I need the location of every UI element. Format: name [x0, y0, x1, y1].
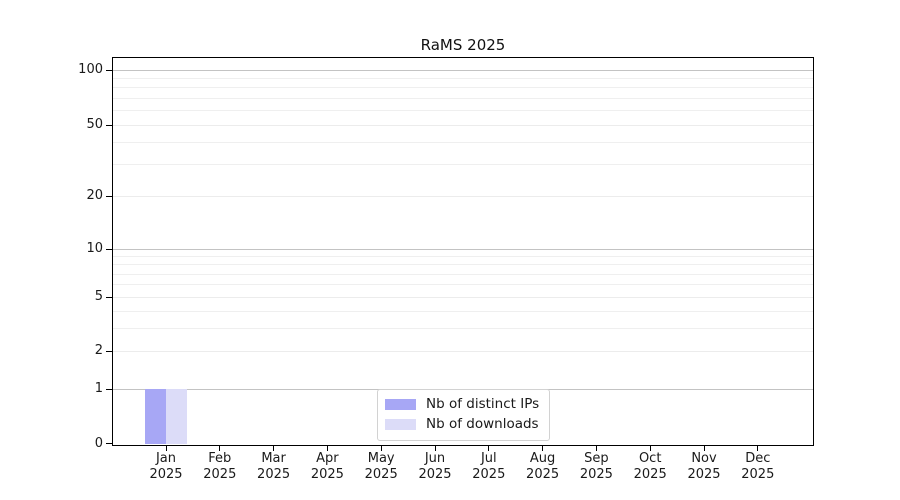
gridline-minor — [113, 77, 813, 79]
x-tick-7 — [488, 446, 490, 451]
y-tick-5 — [106, 296, 112, 298]
x-tick-9 — [595, 446, 597, 451]
gridline-minor — [113, 87, 813, 89]
legend-label: Nb of downloads — [426, 416, 539, 432]
gridline-minor — [113, 284, 813, 286]
y-tick-100 — [106, 69, 112, 71]
y-tick-label-20: 20 — [86, 188, 103, 203]
legend-swatch-icon — [385, 399, 416, 410]
gridline-major-10 — [113, 248, 813, 250]
plot-area: Nb of distinct IPs Nb of downloads — [112, 57, 814, 446]
x-tick-label-apr-2025: Apr 2025 — [310, 451, 344, 482]
x-tick-5 — [380, 446, 382, 451]
gridline-major-2 — [113, 350, 813, 352]
gridline-major-5 — [113, 296, 813, 298]
gridline-major-20 — [113, 195, 813, 197]
x-tick-label-mar-2025: Mar 2025 — [257, 451, 291, 482]
y-tick-label-0: 0 — [94, 435, 103, 451]
y-tick-20 — [106, 195, 112, 197]
x-tick-6 — [434, 446, 436, 451]
legend-item-nb-of-distinct-ips: Nb of distinct IPs — [385, 396, 539, 413]
y-tick-label-10: 10 — [86, 241, 103, 256]
x-tick-label-jul-2025: Jul 2025 — [472, 451, 506, 482]
x-tick-label-nov-2025: Nov 2025 — [687, 451, 721, 482]
legend: Nb of distinct IPs Nb of downloads — [377, 389, 551, 441]
x-tick-label-dec-2025: Dec 2025 — [741, 451, 775, 482]
chart-title: RaMS 2025 — [420, 36, 506, 54]
x-tick-1 — [165, 446, 167, 451]
x-tick-label-aug-2025: Aug 2025 — [526, 451, 560, 482]
x-tick-8 — [542, 446, 544, 451]
x-tick-11 — [703, 446, 705, 451]
y-tick-0 — [106, 443, 112, 444]
gridline-minor — [113, 273, 813, 275]
x-tick-10 — [649, 446, 651, 451]
gridline-minor — [113, 310, 813, 312]
x-tick-label-feb-2025: Feb 2025 — [203, 451, 237, 482]
y-tick-label-1: 1 — [94, 381, 103, 396]
gridline-minor — [113, 256, 813, 258]
x-tick-label-oct-2025: Oct 2025 — [633, 451, 667, 482]
y-tick-2 — [106, 350, 112, 352]
legend-label: Nb of distinct IPs — [426, 396, 540, 412]
gridline-minor — [113, 328, 813, 330]
legend-item-nb-of-downloads: Nb of downloads — [385, 416, 539, 433]
bar-nb-of-distinct-ips-jan-2025 — [144, 388, 166, 444]
y-tick-label-100: 100 — [78, 62, 103, 77]
gridline-minor — [113, 97, 813, 99]
x-tick-4 — [326, 446, 328, 451]
x-tick-label-jan-2025: Jan 2025 — [149, 451, 183, 482]
gridline-minor — [113, 264, 813, 266]
gridline-minor — [113, 164, 813, 166]
gridline-major-50 — [113, 124, 813, 126]
y-tick-1 — [106, 388, 112, 390]
gridline-major-100 — [113, 69, 813, 71]
x-tick-label-may-2025: May 2025 — [364, 451, 398, 482]
y-tick-label-50: 50 — [86, 117, 103, 132]
y-tick-label-2: 2 — [94, 343, 103, 358]
x-tick-12 — [757, 446, 759, 451]
bar-nb-of-downloads-jan-2025 — [165, 388, 187, 444]
gridline-minor — [113, 110, 813, 112]
legend-swatch-icon — [385, 419, 416, 430]
y-tick-10 — [106, 248, 112, 250]
y-tick-50 — [106, 124, 112, 126]
x-tick-3 — [273, 446, 275, 451]
gridline-minor — [113, 141, 813, 143]
x-tick-2 — [219, 446, 221, 451]
y-tick-label-5: 5 — [94, 289, 103, 304]
x-tick-label-sep-2025: Sep 2025 — [579, 451, 613, 482]
x-tick-label-jun-2025: Jun 2025 — [418, 451, 452, 482]
